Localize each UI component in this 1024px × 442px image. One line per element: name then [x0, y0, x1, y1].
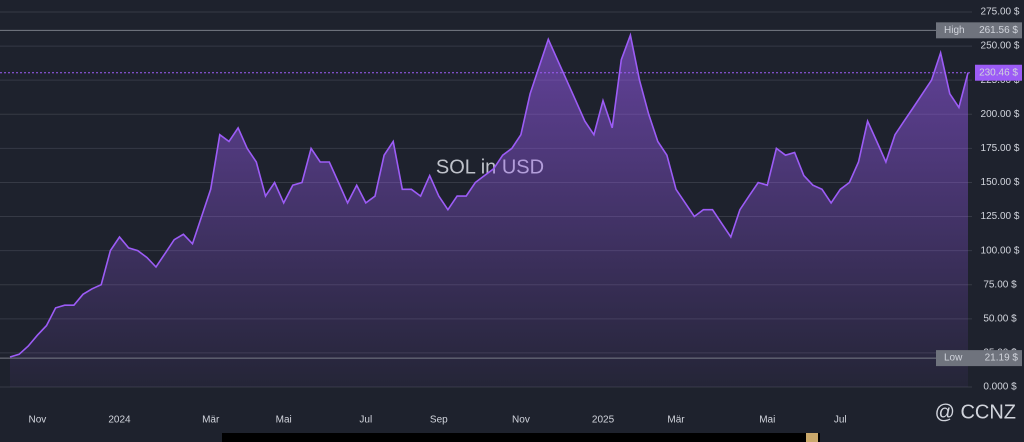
y-tick-label: 175.00 $	[981, 143, 1020, 154]
last-box	[975, 64, 1022, 81]
y-tick-label: 150.00 $	[981, 177, 1020, 188]
low-box	[936, 350, 1022, 367]
x-tick-label: 2025	[592, 415, 615, 426]
x-tick-label: Mär	[667, 415, 685, 426]
y-tick-label: 0.000 $	[983, 382, 1017, 393]
y-tick-label: 125.00 $	[981, 211, 1020, 222]
x-tick-label: Jul	[359, 415, 372, 426]
scrollbar[interactable]	[222, 433, 820, 442]
x-tick-label: Nov	[512, 415, 530, 426]
watermark: @ CCNZ	[935, 401, 1016, 423]
y-tick-label: 250.00 $	[981, 41, 1020, 52]
y-tick-label: 75.00 $	[983, 279, 1017, 290]
y-tick-label: 50.00 $	[983, 313, 1017, 324]
high-box	[936, 22, 1022, 39]
last-value: 230.46 $	[979, 67, 1018, 78]
x-tick-label: Nov	[28, 415, 46, 426]
y-tick-label: 100.00 $	[981, 245, 1020, 256]
x-tick-label: 2024	[108, 415, 131, 426]
scroll-handle[interactable]	[806, 433, 818, 442]
x-tick-label: Mai	[759, 415, 775, 426]
y-tick-label: 200.00 $	[981, 109, 1020, 120]
x-tick-label: Mär	[202, 415, 220, 426]
high-value: 261.56 $	[979, 25, 1018, 36]
line	[9, 32, 969, 358]
y-tick-label: 275.00 $	[981, 7, 1020, 18]
x-tick-label: Sep	[430, 415, 448, 426]
high-label: High	[944, 25, 965, 36]
area	[10, 35, 968, 387]
x-tick-label: Jul	[834, 415, 847, 426]
low-value: 21.19 $	[985, 353, 1019, 364]
low-label: Low	[944, 353, 963, 364]
x-tick-label: Mai	[276, 415, 292, 426]
